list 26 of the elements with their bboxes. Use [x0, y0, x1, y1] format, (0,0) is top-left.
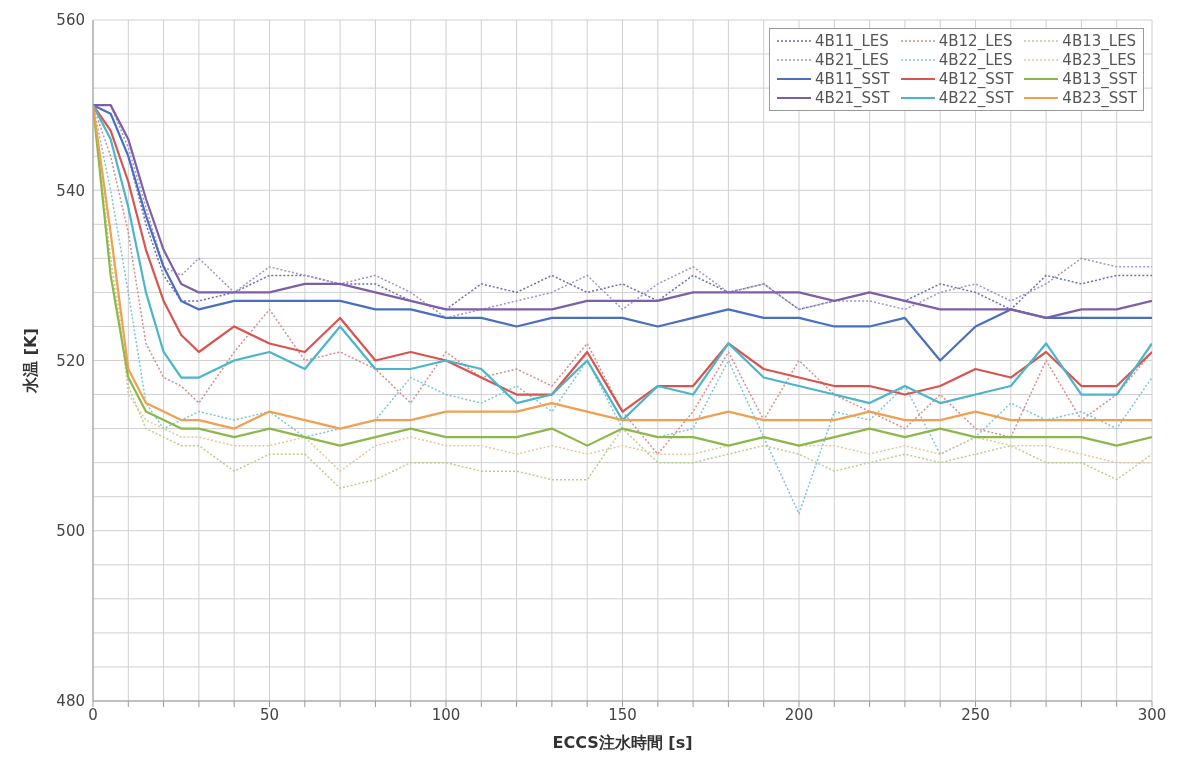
- y-tick-label: 560: [56, 11, 85, 30]
- legend-label: 4B22_LES: [938, 51, 1013, 69]
- x-tick-label: 150: [608, 705, 637, 724]
- legend-label: 4B12_LES: [938, 32, 1013, 50]
- legend-label: 4B11_LES: [815, 32, 889, 50]
- y-tick-label: 540: [56, 181, 85, 200]
- legend-label: 4B21_SST: [815, 89, 890, 107]
- x-axis-title: ECCS注水時間 [s]: [552, 733, 693, 752]
- x-tick-label: 100: [431, 705, 461, 724]
- legend-label: 4B11_SST: [815, 70, 890, 88]
- y-tick-label: 500: [56, 522, 85, 541]
- legend-label: 4B21_LES: [815, 51, 889, 69]
- y-axis-title: 水温 [K]: [20, 328, 40, 394]
- x-tick-label: 300: [1137, 705, 1167, 724]
- x-tick-label: 250: [961, 705, 990, 724]
- legend-label: 4B13_SST: [1062, 70, 1137, 88]
- y-tick-label: 480: [56, 692, 85, 711]
- legend-label: 4B23_SST: [1062, 89, 1137, 107]
- y-tick-label: 520: [56, 351, 85, 370]
- legend-label: 4B23_LES: [1062, 51, 1137, 69]
- x-tick-label: 0: [88, 705, 98, 724]
- x-tick-label: 50: [259, 705, 280, 724]
- legend-label: 4B12_SST: [938, 70, 1014, 88]
- legend-label: 4B22_SST: [938, 89, 1014, 107]
- legend-label: 4B13_LES: [1062, 32, 1137, 50]
- x-tick-label: 200: [784, 705, 814, 724]
